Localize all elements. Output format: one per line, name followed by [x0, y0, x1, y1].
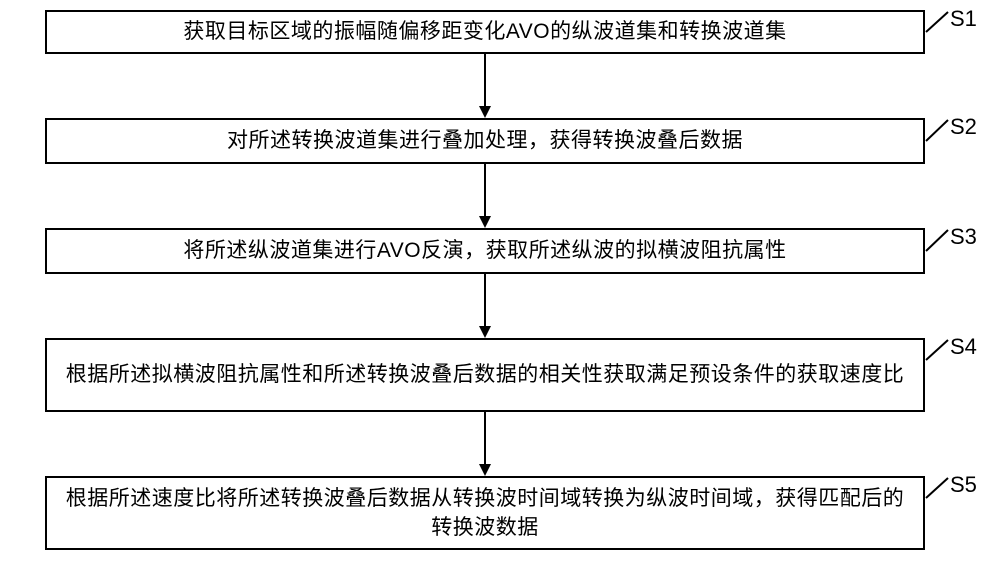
- flow-step-text: 根据所述拟横波阻抗属性和所述转换波叠后数据的相关性获取满足预设条件的获取速度比: [66, 360, 905, 389]
- flow-step-label-s5: S5: [950, 472, 977, 498]
- flow-step-label-s3: S3: [950, 224, 977, 250]
- flow-step-s4: 根据所述拟横波阻抗属性和所述转换波叠后数据的相关性获取满足预设条件的获取速度比: [45, 338, 925, 412]
- flow-step-text: 获取目标区域的振幅随偏移距变化AVO的纵波道集和转换波道集: [183, 17, 786, 46]
- flow-step-label-s2: S2: [950, 114, 977, 140]
- flowchart-canvas: 获取目标区域的振幅随偏移距变化AVO的纵波道集和转换波道集 S1 对所述转换波道集…: [0, 0, 1000, 573]
- flow-arrow-3: [475, 274, 495, 338]
- flow-arrow-1: [475, 54, 495, 118]
- flow-arrow-4: [475, 412, 495, 476]
- flow-step-text: 将所述纵波道集进行AVO反演，获取所述纵波的拟横波阻抗属性: [183, 236, 786, 265]
- flow-step-label-s4: S4: [950, 334, 977, 360]
- flow-arrow-2: [475, 164, 495, 228]
- flow-step-s5: 根据所述速度比将所述转换波叠后数据从转换波时间域转换为纵波时间域，获得匹配后的转…: [45, 476, 925, 550]
- flow-step-text: 对所述转换波道集进行叠加处理，获得转换波叠后数据: [227, 126, 743, 155]
- flow-step-s1: 获取目标区域的振幅随偏移距变化AVO的纵波道集和转换波道集: [45, 10, 925, 54]
- flow-step-text: 根据所述速度比将所述转换波叠后数据从转换波时间域转换为纵波时间域，获得匹配后的转…: [57, 484, 913, 543]
- flow-step-label-s1: S1: [950, 6, 977, 32]
- flow-step-s2: 对所述转换波道集进行叠加处理，获得转换波叠后数据: [45, 118, 925, 164]
- flow-step-s3: 将所述纵波道集进行AVO反演，获取所述纵波的拟横波阻抗属性: [45, 228, 925, 274]
